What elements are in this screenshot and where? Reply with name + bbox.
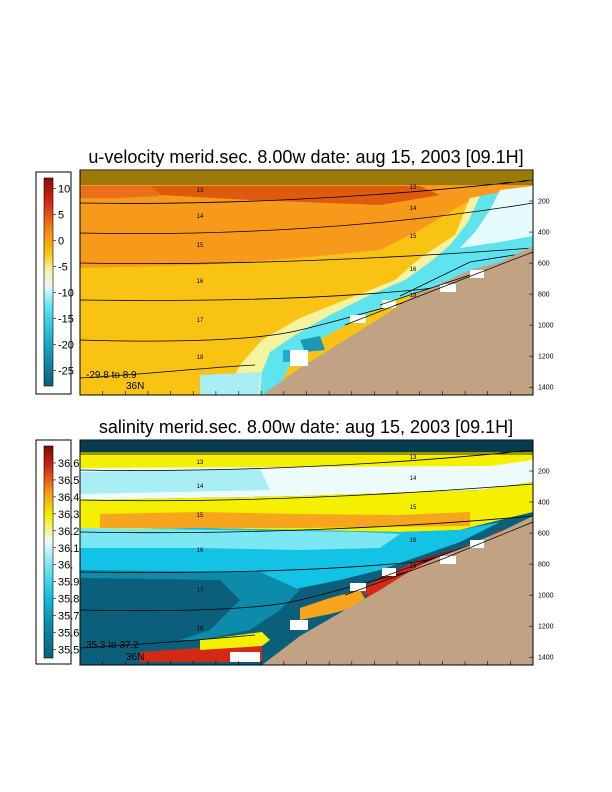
panel1-band-strong-positive-2 [80, 186, 160, 198]
panel2-section-plot: 200 400 600 800 1000 1200 1400 13 14 15 16 17 18 13 1… [79, 439, 554, 666]
depth-tick-label: 1200 [538, 354, 554, 361]
depth-tick-label: 1400 [538, 385, 554, 392]
panel2-title: salinity merid.sec. 8.00w date: aug 15, … [99, 417, 513, 437]
layer-label: 14 [197, 484, 204, 490]
colorbar-tick-label: 36.4 [58, 492, 79, 504]
panel1-band-strong-negative [300, 336, 325, 352]
panel1-range-text: -29.8 to 8.9 [86, 370, 137, 381]
panel2-colorbar: 36.6 36.5 36.4 36.3 36.2 36.1 36. 35.9 35.8 35.7 3… [35, 439, 79, 665]
colorbar-tick-label: 35.7 [58, 611, 79, 623]
panel1-frame [79, 169, 534, 396]
panel2-band-light-blue [80, 468, 270, 494]
layer-label: 18 [197, 355, 204, 361]
panel2-bottom-lines [344, 521, 534, 596]
colorbar-tick-label: 35.8 [58, 594, 79, 606]
depth-tick-label: 800 [538, 562, 550, 569]
layer-label: 15 [410, 234, 417, 240]
panel1-colorbar-frame [35, 171, 72, 395]
panel1-title: u-velocity merid.sec. 8.00w date: aug 15… [88, 147, 523, 167]
layer-label: 15 [197, 513, 204, 519]
layer-label: 13 [197, 460, 204, 466]
layer-label: 18 [197, 626, 204, 632]
colorbar-tick-label: 36.2 [58, 526, 79, 538]
colorbar-tick-label: 36. [58, 560, 73, 572]
layer-label: 13 [410, 185, 417, 191]
layer-label: 19 [410, 293, 417, 299]
layer-label: 17 [197, 588, 204, 594]
panel1-band-positive [80, 185, 533, 268]
layer-label: 13 [410, 455, 417, 461]
layer-label: 16 [410, 267, 417, 273]
panel2-band-bottom-yellow [200, 632, 270, 650]
colorbar-tick-label: 5 [58, 209, 64, 221]
depth-tick-label: 800 [538, 292, 550, 299]
panel1-band-negative [260, 186, 533, 395]
panel2-band-orange-mixing [300, 590, 368, 620]
panel2-latitude: 36N [126, 652, 144, 663]
colorbar-tick-label: 35.9 [58, 577, 79, 589]
colorbar-tick-label: 0 [58, 235, 64, 247]
depth-tick-label: 1400 [538, 655, 554, 662]
panel2-colorbar-ramp [43, 445, 54, 659]
layer-label: 15 [410, 505, 417, 511]
colorbar-tick-label: -5 [58, 261, 68, 273]
panel2-colorbar-frame [35, 439, 72, 665]
panel1-band-light-blue-bottom [200, 372, 262, 395]
depth-tick-label: 1200 [538, 624, 554, 631]
panel1-band-very-negative [460, 186, 533, 248]
layer-label: 16 [197, 548, 204, 554]
layer-label: 15 [197, 243, 204, 249]
layer-label: 14 [410, 206, 417, 212]
colorbar-tick-label: 10 [58, 183, 70, 195]
colorbar-tick-label: -25 [58, 365, 74, 377]
panel1-isopycnals [79, 171, 534, 379]
panel2-range-text: 35.3 to 37.2 [86, 640, 139, 651]
colorbar-tick-label: 36.6 [58, 458, 79, 470]
layer-label: 13 [197, 188, 204, 194]
layer-label: 17 [197, 318, 204, 324]
layer-label: 16 [410, 538, 417, 544]
panel2-band-light-cyan [80, 528, 400, 550]
colorbar-tick-label: -15 [58, 313, 74, 325]
layer-label: 16 [197, 279, 204, 285]
depth-tick-label: 600 [538, 531, 550, 538]
depth-tick-label: 200 [538, 199, 550, 206]
panel1-topography [262, 246, 533, 395]
colorbar-tick-label: 36.3 [58, 509, 79, 521]
panel1-bottom-lines [344, 251, 534, 326]
layer-label: 14 [410, 476, 417, 482]
panel1-band-strong-positive [150, 186, 440, 205]
colorbar-tick-label: 36.5 [58, 475, 79, 487]
colorbar-tick-label: -10 [58, 287, 74, 299]
panel1-colorbar-ramp [43, 177, 54, 387]
colorbar-tick-label: 35.5 [58, 645, 79, 657]
layer-label: 14 [197, 214, 204, 220]
depth-tick-label: 200 [538, 469, 550, 476]
colorbar-tick-label: -20 [58, 339, 74, 351]
panel2-band-darkest [80, 578, 240, 640]
depth-tick-label: 1000 [538, 323, 554, 330]
layer-label: 19 [410, 564, 417, 570]
depth-tick-label: 1000 [538, 593, 554, 600]
panel2-isopycnals [79, 441, 534, 649]
panel2-frame [79, 439, 534, 666]
panel2-white-steps [230, 540, 484, 662]
colorbar-tick-label: 35.6 [58, 628, 79, 640]
depth-tick-label: 600 [538, 261, 550, 268]
depth-tick-label: 400 [538, 230, 550, 237]
colorbar-tick-label: 36.1 [58, 543, 79, 555]
panel1-latitude: 36N [126, 381, 144, 392]
panel2-topography [262, 516, 533, 665]
panel1-section-plot: 200 400 600 800 1000 1200 1400 13 14 15 16 17 18 13 1… [79, 169, 554, 396]
panel2-band-orange [100, 512, 470, 528]
panel2-band-yellow-top [80, 452, 533, 470]
depth-tick-label: 400 [538, 500, 550, 507]
panel1-colorbar: 10 5 0 -5 -10 -15 -20 -25 [35, 171, 74, 395]
